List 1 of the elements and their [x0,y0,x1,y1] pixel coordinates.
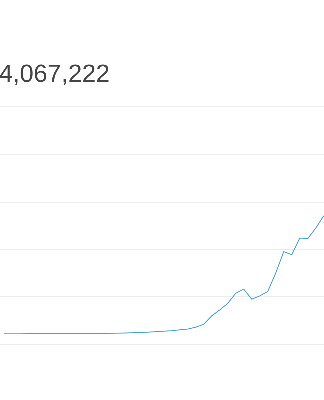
chart-title: 4,067,222 [0,64,109,86]
